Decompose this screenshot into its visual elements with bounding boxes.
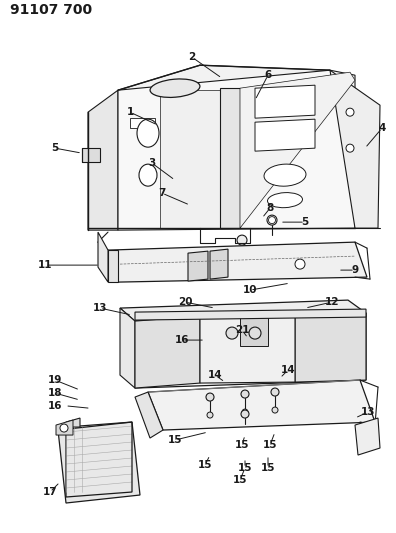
Text: 9: 9 <box>351 265 358 275</box>
Polygon shape <box>88 90 118 230</box>
Polygon shape <box>255 85 315 118</box>
Circle shape <box>267 215 277 225</box>
Polygon shape <box>240 72 355 228</box>
Circle shape <box>242 409 248 415</box>
Polygon shape <box>135 392 163 438</box>
Polygon shape <box>135 313 366 388</box>
Polygon shape <box>220 88 240 228</box>
Text: 17: 17 <box>43 487 57 497</box>
Text: 15: 15 <box>235 440 249 450</box>
Text: 15: 15 <box>198 460 212 470</box>
Circle shape <box>249 327 261 339</box>
Polygon shape <box>330 70 380 228</box>
Circle shape <box>346 108 354 116</box>
Text: 5: 5 <box>301 217 308 227</box>
Polygon shape <box>58 422 140 503</box>
Text: 2: 2 <box>188 52 196 62</box>
Text: 14: 14 <box>281 365 295 375</box>
Polygon shape <box>148 380 375 430</box>
Circle shape <box>237 235 247 245</box>
Polygon shape <box>200 315 295 383</box>
Polygon shape <box>82 148 100 162</box>
Polygon shape <box>135 316 200 388</box>
Text: 13: 13 <box>93 303 107 313</box>
Polygon shape <box>108 250 118 282</box>
Polygon shape <box>98 232 108 282</box>
Polygon shape <box>188 251 208 281</box>
Circle shape <box>295 259 305 269</box>
Circle shape <box>346 144 354 152</box>
Text: 8: 8 <box>267 203 274 213</box>
Polygon shape <box>108 242 367 282</box>
Text: 3: 3 <box>148 158 156 168</box>
Text: 19: 19 <box>48 375 62 385</box>
Polygon shape <box>120 308 135 388</box>
Text: 20: 20 <box>178 297 192 307</box>
Text: 18: 18 <box>48 388 62 398</box>
Polygon shape <box>210 249 228 279</box>
Text: 15: 15 <box>233 475 247 485</box>
Text: 14: 14 <box>208 370 222 380</box>
Circle shape <box>241 410 249 418</box>
Text: 10: 10 <box>243 285 257 295</box>
Circle shape <box>226 327 238 339</box>
Polygon shape <box>295 313 366 382</box>
Polygon shape <box>56 420 73 435</box>
Text: 4: 4 <box>378 123 386 133</box>
Polygon shape <box>118 70 355 230</box>
Text: 15: 15 <box>238 463 252 473</box>
Text: 7: 7 <box>158 188 166 198</box>
Circle shape <box>272 407 278 413</box>
Text: 6: 6 <box>265 70 272 80</box>
Ellipse shape <box>264 164 306 186</box>
Ellipse shape <box>137 119 159 147</box>
Text: 5: 5 <box>51 143 59 153</box>
Polygon shape <box>355 418 380 455</box>
Polygon shape <box>135 309 366 320</box>
Circle shape <box>207 412 213 418</box>
Text: 16: 16 <box>48 401 62 411</box>
Text: 11: 11 <box>38 260 52 270</box>
Circle shape <box>268 216 276 224</box>
Text: 15: 15 <box>261 463 275 473</box>
Text: 13: 13 <box>361 407 375 417</box>
Polygon shape <box>130 118 155 128</box>
Circle shape <box>60 424 68 432</box>
Ellipse shape <box>150 79 200 98</box>
Polygon shape <box>160 90 230 228</box>
Ellipse shape <box>139 164 157 186</box>
Text: 15: 15 <box>168 435 182 445</box>
Polygon shape <box>240 316 268 346</box>
Circle shape <box>271 388 279 396</box>
Text: 1: 1 <box>126 107 133 117</box>
Text: 91107 700: 91107 700 <box>10 3 92 17</box>
Circle shape <box>241 390 249 398</box>
Text: 16: 16 <box>175 335 189 345</box>
Text: 15: 15 <box>263 440 277 450</box>
Polygon shape <box>118 65 330 95</box>
Polygon shape <box>255 119 315 151</box>
Polygon shape <box>66 418 80 427</box>
Ellipse shape <box>268 192 303 208</box>
Text: 12: 12 <box>325 297 339 307</box>
Text: 21: 21 <box>235 325 249 335</box>
Polygon shape <box>120 300 366 321</box>
Circle shape <box>206 393 214 401</box>
